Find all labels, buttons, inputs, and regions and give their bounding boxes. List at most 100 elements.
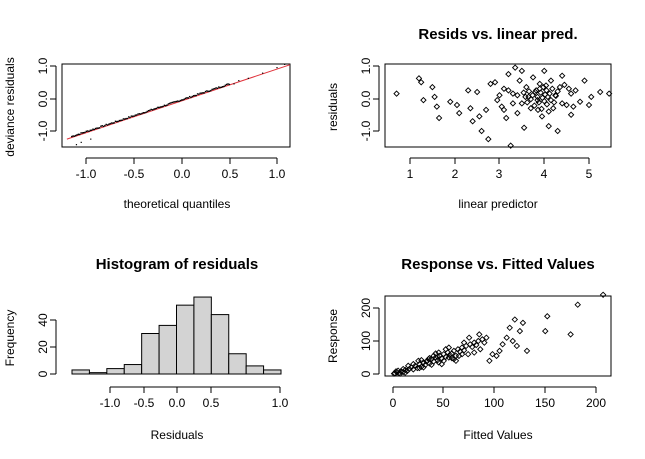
response-point [523, 347, 531, 355]
x-tick-label: 0 [390, 396, 397, 410]
residual-point [429, 83, 436, 91]
qq-point [210, 89, 212, 92]
response-point [511, 316, 519, 323]
residual-point [453, 101, 461, 109]
qq-plot-panel: theoretical quantiles deviance residuals… [3, 57, 291, 211]
response-point [448, 354, 456, 362]
response-point [499, 341, 506, 348]
qq-point [108, 123, 110, 125]
residual-point [541, 97, 548, 105]
qq-point [125, 117, 127, 120]
response-point [464, 350, 472, 358]
qq-point [207, 90, 209, 93]
reference-line [66, 64, 290, 140]
residual-point [552, 92, 560, 100]
qq-point [120, 119, 122, 122]
qq-point [218, 86, 220, 88]
histogram-bar [71, 369, 90, 375]
x-tick-label: -1.0 [100, 396, 121, 410]
residual-point [572, 87, 579, 94]
residual-point [523, 83, 530, 91]
x-tick-label: 3 [496, 167, 503, 181]
qq-point [169, 102, 171, 105]
residual-point [563, 101, 570, 109]
residual-point [500, 85, 508, 92]
qq-point [73, 135, 76, 137]
residual-point [514, 92, 521, 99]
qq-point [228, 83, 231, 86]
histogram-bar [141, 333, 160, 375]
response-point [404, 362, 412, 369]
qq-point [117, 120, 119, 123]
qq-point [76, 134, 78, 136]
qq-point [188, 95, 191, 98]
response-point [503, 334, 510, 341]
qq-point [133, 115, 135, 117]
residual-point [494, 96, 501, 104]
response-point [567, 331, 574, 338]
x-tick-label: 2 [452, 167, 459, 181]
qq-point [128, 116, 130, 118]
x-tick-label: 4 [541, 167, 548, 181]
qq-point [149, 109, 151, 111]
x-tick-label: 200 [586, 396, 606, 410]
residual-point [527, 95, 535, 103]
qq-point [147, 109, 150, 112]
residual-point [487, 80, 494, 88]
qq-point [110, 122, 113, 124]
x-tick-label: -1.0 [76, 167, 97, 181]
response-point [544, 313, 551, 320]
residual-point [561, 81, 568, 89]
residual-point [420, 96, 427, 104]
qq-plot-xlabel: theoretical quantiles [124, 197, 231, 211]
qq-point [177, 100, 179, 102]
residual-point [531, 102, 538, 109]
response-point [496, 347, 503, 355]
residual-point [585, 101, 593, 109]
response-point [458, 350, 466, 358]
residual-point [543, 101, 551, 108]
qq-point [186, 97, 188, 99]
qq-point [183, 98, 186, 100]
x-tick-label: 5 [586, 167, 593, 181]
response-point [442, 346, 450, 353]
y-tick-label: 200 [359, 298, 373, 318]
qq-point [163, 104, 166, 106]
qq-point [154, 108, 156, 110]
qq-point [112, 122, 114, 124]
qq-point [178, 100, 180, 103]
qq-point [77, 133, 80, 136]
qq-plot-ylabel: deviance residuals [3, 57, 17, 156]
x-tick-label: 0.0 [174, 167, 191, 181]
qq-point [216, 87, 219, 90]
x-tick-label: 1 [407, 167, 414, 181]
x-tick-label: 0.0 [169, 396, 186, 410]
residual-point [464, 87, 472, 94]
residual-point [550, 99, 558, 106]
histogram-bar [158, 324, 177, 375]
histogram-bar [176, 304, 195, 375]
qq-point [86, 130, 89, 132]
residual-point [415, 75, 423, 82]
qq-point [206, 90, 208, 92]
qq-point [143, 112, 146, 114]
residual-point [532, 88, 539, 96]
residual-point [525, 88, 533, 95]
residual-point [545, 122, 552, 130]
qq-point [139, 113, 142, 115]
residual-point [554, 127, 561, 135]
qq-point [131, 115, 134, 117]
qq-point [161, 106, 163, 108]
residual-point [540, 83, 547, 91]
qq-point [215, 87, 217, 89]
qq-point [202, 92, 204, 94]
residual-point [455, 109, 463, 117]
qq-point [96, 127, 98, 129]
plot-frame [384, 295, 612, 377]
residual-point [393, 90, 400, 97]
residual-point [485, 135, 492, 143]
histogram-bar [245, 365, 265, 375]
residual-point [505, 70, 512, 78]
qq-point [200, 92, 203, 94]
qq-point [88, 130, 90, 133]
